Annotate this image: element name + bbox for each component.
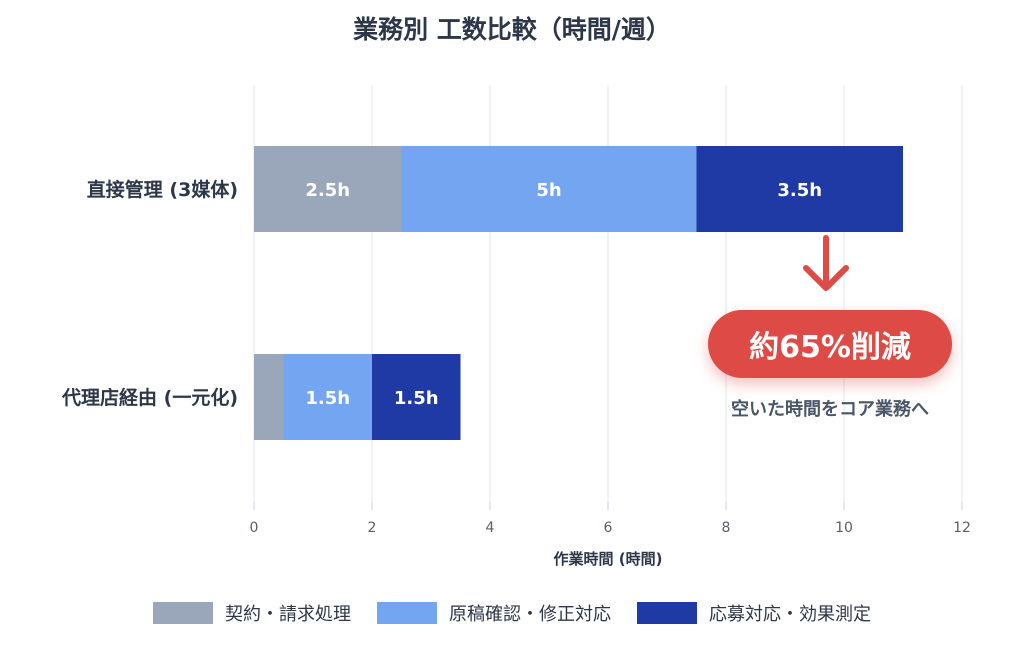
- reduction-subtext: 空いた時間をコア業務へ: [731, 399, 929, 420]
- x-tick-label: 10: [835, 520, 853, 536]
- data-label: 1.5h: [394, 388, 439, 409]
- bar-segment: [696, 146, 903, 232]
- x-tick-label: 6: [604, 520, 613, 536]
- arrow-down-icon: [803, 265, 849, 291]
- data-label: 2.5h: [305, 180, 350, 201]
- category-label: 代理店経由 (一元化): [61, 386, 238, 409]
- x-tick-label: 2: [368, 520, 377, 536]
- legend-label: 原稿確認・修正対応: [449, 604, 611, 625]
- chart-title: 業務別 工数比較（時間/週）: [353, 15, 671, 44]
- x-tick-label: 12: [953, 520, 971, 536]
- x-tick-label: 0: [250, 520, 259, 536]
- data-label: 5h: [536, 180, 561, 201]
- legend-swatch: [637, 602, 697, 624]
- legend-swatch: [377, 602, 437, 624]
- legend-item: 契約・請求処理: [153, 600, 351, 626]
- x-tick-label: 4: [486, 520, 495, 536]
- legend-label: 応募対応・効果測定: [709, 604, 871, 625]
- x-axis-title: 作業時間 (時間): [554, 550, 663, 568]
- reduction-badge: 約65%削減: [708, 310, 952, 378]
- data-label: 3.5h: [777, 180, 822, 201]
- x-tick-label: 8: [722, 520, 731, 536]
- bar-segment: [254, 146, 402, 232]
- bar-segment: [283, 354, 372, 440]
- category-label: 直接管理 (3媒体): [87, 178, 238, 201]
- bar-segment: [401, 146, 697, 232]
- legend-item: 原稿確認・修正対応: [377, 600, 611, 626]
- data-label: 1.5h: [305, 388, 350, 409]
- legend-item: 応募対応・効果測定: [637, 600, 871, 626]
- legend: 契約・請求処理 原稿確認・修正対応 応募対応・効果測定: [0, 600, 1024, 626]
- legend-swatch: [153, 602, 213, 624]
- legend-label: 契約・請求処理: [225, 604, 351, 625]
- bar-segment: [372, 354, 461, 440]
- bar-segment: [254, 354, 284, 440]
